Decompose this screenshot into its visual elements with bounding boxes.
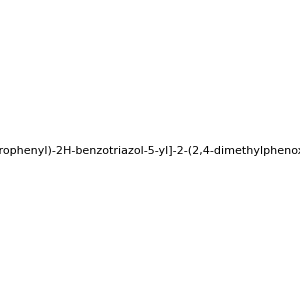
Text: N-[2-(3-chlorophenyl)-2H-benzotriazol-5-yl]-2-(2,4-dimethylphenoxy)acetamide: N-[2-(3-chlorophenyl)-2H-benzotriazol-5-…	[0, 146, 300, 157]
